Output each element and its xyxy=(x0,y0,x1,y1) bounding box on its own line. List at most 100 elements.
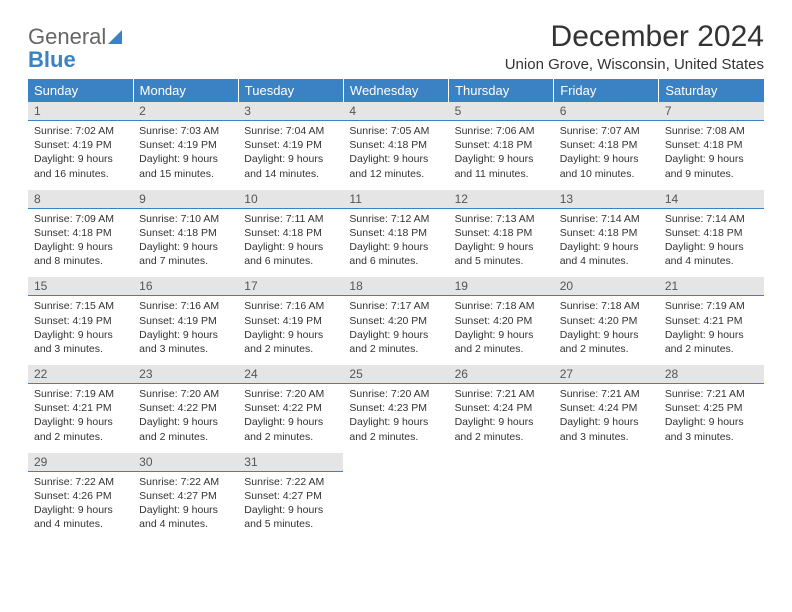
logo: General Blue xyxy=(28,20,126,72)
day-detail-line: Sunset: 4:20 PM xyxy=(560,314,653,328)
day-detail-line: and 4 minutes. xyxy=(560,254,653,268)
day-detail-line: Sunset: 4:18 PM xyxy=(665,226,758,240)
day-number: 27 xyxy=(554,365,659,384)
day-detail-line: and 5 minutes. xyxy=(455,254,548,268)
calendar-day-cell: 19Sunrise: 7:18 AMSunset: 4:20 PMDayligh… xyxy=(449,277,554,365)
day-detail-line: and 2 minutes. xyxy=(244,342,337,356)
day-detail-line: Sunset: 4:27 PM xyxy=(139,489,232,503)
day-detail-line: Sunrise: 7:19 AM xyxy=(665,299,758,313)
day-details: Sunrise: 7:20 AMSunset: 4:22 PMDaylight:… xyxy=(238,384,343,452)
day-details: Sunrise: 7:12 AMSunset: 4:18 PMDaylight:… xyxy=(343,209,448,277)
day-details: Sunrise: 7:05 AMSunset: 4:18 PMDaylight:… xyxy=(343,121,448,189)
calendar-day-cell: 13Sunrise: 7:14 AMSunset: 4:18 PMDayligh… xyxy=(554,189,659,277)
day-detail-line: Daylight: 9 hours xyxy=(349,152,442,166)
day-detail-line: Sunset: 4:21 PM xyxy=(665,314,758,328)
day-detail-line: Sunrise: 7:22 AM xyxy=(139,475,232,489)
day-number: 9 xyxy=(133,190,238,209)
day-detail-line: Sunset: 4:26 PM xyxy=(34,489,127,503)
day-number: 20 xyxy=(554,277,659,296)
calendar-day-cell: 30Sunrise: 7:22 AMSunset: 4:27 PMDayligh… xyxy=(133,452,238,540)
day-details: Sunrise: 7:13 AMSunset: 4:18 PMDaylight:… xyxy=(449,209,554,277)
day-detail-line: Sunrise: 7:20 AM xyxy=(244,387,337,401)
day-detail-line: and 2 minutes. xyxy=(665,342,758,356)
day-detail-line: and 2 minutes. xyxy=(34,430,127,444)
day-detail-line: Daylight: 9 hours xyxy=(560,152,653,166)
day-detail-line: Sunset: 4:18 PM xyxy=(665,138,758,152)
day-detail-line: Daylight: 9 hours xyxy=(244,152,337,166)
day-number: 6 xyxy=(554,102,659,121)
calendar-day-cell: 27Sunrise: 7:21 AMSunset: 4:24 PMDayligh… xyxy=(554,365,659,453)
day-details: Sunrise: 7:18 AMSunset: 4:20 PMDaylight:… xyxy=(449,296,554,364)
day-detail-line: and 2 minutes. xyxy=(139,430,232,444)
day-details: Sunrise: 7:19 AMSunset: 4:21 PMDaylight:… xyxy=(28,384,133,452)
day-detail-line: Daylight: 9 hours xyxy=(34,240,127,254)
day-detail-line: Sunset: 4:20 PM xyxy=(455,314,548,328)
day-details: Sunrise: 7:06 AMSunset: 4:18 PMDaylight:… xyxy=(449,121,554,189)
day-detail-line: Sunset: 4:23 PM xyxy=(349,401,442,415)
day-details: Sunrise: 7:22 AMSunset: 4:27 PMDaylight:… xyxy=(133,472,238,540)
day-detail-line: Sunset: 4:22 PM xyxy=(244,401,337,415)
calendar-week-row: 8Sunrise: 7:09 AMSunset: 4:18 PMDaylight… xyxy=(28,189,764,277)
day-detail-line: Sunset: 4:18 PM xyxy=(349,138,442,152)
calendar-page: General Blue December 2024 Union Grove, … xyxy=(0,0,792,560)
day-number: 23 xyxy=(133,365,238,384)
day-detail-line: Sunrise: 7:02 AM xyxy=(34,124,127,138)
month-title: December 2024 xyxy=(505,20,764,54)
calendar-day-cell xyxy=(659,452,764,540)
day-detail-line: Daylight: 9 hours xyxy=(665,240,758,254)
day-detail-line: Sunrise: 7:18 AM xyxy=(455,299,548,313)
day-detail-line: and 2 minutes. xyxy=(455,430,548,444)
day-detail-line: Sunrise: 7:03 AM xyxy=(139,124,232,138)
day-detail-line: Sunset: 4:19 PM xyxy=(139,314,232,328)
day-detail-line: Sunrise: 7:21 AM xyxy=(665,387,758,401)
day-number: 10 xyxy=(238,190,343,209)
day-details: Sunrise: 7:21 AMSunset: 4:25 PMDaylight:… xyxy=(659,384,764,452)
day-detail-line: Daylight: 9 hours xyxy=(34,415,127,429)
day-detail-line: Sunrise: 7:20 AM xyxy=(349,387,442,401)
day-detail-line: Sunrise: 7:06 AM xyxy=(455,124,548,138)
calendar-day-cell: 18Sunrise: 7:17 AMSunset: 4:20 PMDayligh… xyxy=(343,277,448,365)
day-detail-line: Sunrise: 7:14 AM xyxy=(665,212,758,226)
day-detail-line: Sunrise: 7:16 AM xyxy=(244,299,337,313)
day-detail-line: and 6 minutes. xyxy=(244,254,337,268)
day-number: 18 xyxy=(343,277,448,296)
day-detail-line: Sunrise: 7:13 AM xyxy=(455,212,548,226)
day-detail-line: Daylight: 9 hours xyxy=(560,240,653,254)
calendar-day-cell: 11Sunrise: 7:12 AMSunset: 4:18 PMDayligh… xyxy=(343,189,448,277)
calendar-day-cell xyxy=(343,452,448,540)
day-detail-line: and 3 minutes. xyxy=(34,342,127,356)
day-detail-line: Sunrise: 7:21 AM xyxy=(455,387,548,401)
day-detail-line: and 2 minutes. xyxy=(349,430,442,444)
day-details: Sunrise: 7:11 AMSunset: 4:18 PMDaylight:… xyxy=(238,209,343,277)
day-detail-line: and 3 minutes. xyxy=(139,342,232,356)
calendar-day-cell: 15Sunrise: 7:15 AMSunset: 4:19 PMDayligh… xyxy=(28,277,133,365)
day-detail-line: Sunset: 4:18 PM xyxy=(455,138,548,152)
day-detail-line: Sunset: 4:22 PM xyxy=(139,401,232,415)
day-number: 1 xyxy=(28,102,133,121)
day-detail-line: Daylight: 9 hours xyxy=(34,152,127,166)
day-number: 15 xyxy=(28,277,133,296)
logo-text-general: General xyxy=(28,24,106,49)
day-detail-line: Sunrise: 7:09 AM xyxy=(34,212,127,226)
day-number: 31 xyxy=(238,453,343,472)
day-detail-line: Daylight: 9 hours xyxy=(665,152,758,166)
calendar-day-cell: 8Sunrise: 7:09 AMSunset: 4:18 PMDaylight… xyxy=(28,189,133,277)
location-text: Union Grove, Wisconsin, United States xyxy=(505,56,764,73)
day-detail-line: and 2 minutes. xyxy=(455,342,548,356)
day-detail-line: Sunset: 4:18 PM xyxy=(139,226,232,240)
day-detail-line: and 4 minutes. xyxy=(139,517,232,531)
day-number: 25 xyxy=(343,365,448,384)
day-detail-line: and 15 minutes. xyxy=(139,167,232,181)
day-number: 28 xyxy=(659,365,764,384)
day-detail-line: Sunset: 4:19 PM xyxy=(34,314,127,328)
day-header: Wednesday xyxy=(343,79,448,102)
calendar-day-cell: 23Sunrise: 7:20 AMSunset: 4:22 PMDayligh… xyxy=(133,365,238,453)
day-detail-line: and 5 minutes. xyxy=(244,517,337,531)
calendar-day-cell: 24Sunrise: 7:20 AMSunset: 4:22 PMDayligh… xyxy=(238,365,343,453)
day-detail-line: Sunrise: 7:22 AM xyxy=(34,475,127,489)
day-detail-line: Sunset: 4:18 PM xyxy=(34,226,127,240)
day-detail-line: and 6 minutes. xyxy=(349,254,442,268)
calendar-day-cell: 31Sunrise: 7:22 AMSunset: 4:27 PMDayligh… xyxy=(238,452,343,540)
day-details: Sunrise: 7:02 AMSunset: 4:19 PMDaylight:… xyxy=(28,121,133,189)
day-detail-line: Sunrise: 7:12 AM xyxy=(349,212,442,226)
